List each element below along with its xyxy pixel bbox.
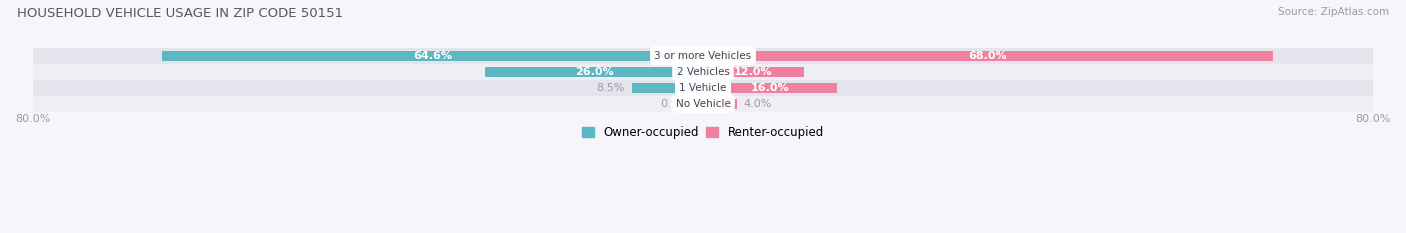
Text: 0.9%: 0.9% bbox=[661, 99, 689, 109]
Text: 1 Vehicle: 1 Vehicle bbox=[679, 83, 727, 93]
Text: 26.0%: 26.0% bbox=[575, 67, 613, 77]
Bar bbox=[696, 99, 703, 109]
Bar bbox=[32, 96, 1374, 112]
Bar bbox=[32, 80, 1374, 96]
Text: 68.0%: 68.0% bbox=[969, 51, 1007, 61]
Text: 4.0%: 4.0% bbox=[744, 99, 772, 109]
Bar bbox=[703, 99, 737, 109]
Text: HOUSEHOLD VEHICLE USAGE IN ZIP CODE 50151: HOUSEHOLD VEHICLE USAGE IN ZIP CODE 5015… bbox=[17, 7, 343, 20]
Text: 64.6%: 64.6% bbox=[413, 51, 451, 61]
Text: 12.0%: 12.0% bbox=[734, 67, 772, 77]
Text: No Vehicle: No Vehicle bbox=[675, 99, 731, 109]
Bar bbox=[32, 48, 1374, 64]
Bar bbox=[631, 83, 703, 93]
Bar bbox=[703, 67, 804, 77]
Legend: Owner-occupied, Renter-occupied: Owner-occupied, Renter-occupied bbox=[578, 122, 828, 144]
Text: 16.0%: 16.0% bbox=[751, 83, 789, 93]
Bar bbox=[485, 67, 703, 77]
Bar bbox=[32, 64, 1374, 80]
Text: 8.5%: 8.5% bbox=[596, 83, 626, 93]
Text: 2 Vehicles: 2 Vehicles bbox=[676, 67, 730, 77]
Bar bbox=[703, 51, 1272, 61]
Text: Source: ZipAtlas.com: Source: ZipAtlas.com bbox=[1278, 7, 1389, 17]
Text: 3 or more Vehicles: 3 or more Vehicles bbox=[654, 51, 752, 61]
Bar bbox=[703, 83, 837, 93]
Bar bbox=[162, 51, 703, 61]
